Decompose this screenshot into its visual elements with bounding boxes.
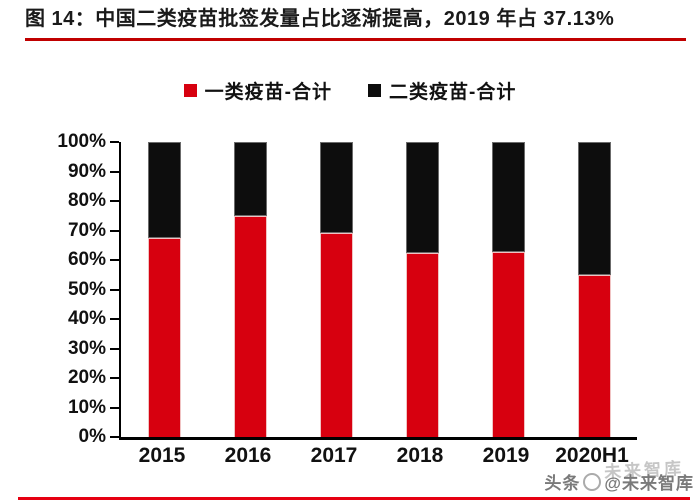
y-tick: [110, 318, 119, 320]
y-tick: [110, 259, 119, 261]
y-tick-label: 90%: [67, 160, 106, 182]
toutiao-logo-icon: [583, 472, 602, 491]
bar-segment-class1-2018: [405, 252, 439, 437]
bar-segment-class2-2019: [491, 142, 525, 252]
x-axis-label-2017: 2017: [310, 444, 358, 467]
y-tick-label: 0%: [78, 426, 106, 447]
stacked-bar-2015: [147, 142, 181, 437]
y-tick: [110, 436, 119, 438]
y-tick-label: 60%: [67, 249, 106, 270]
stacked-bar-2019: [491, 142, 525, 437]
bar-2016: [207, 142, 293, 437]
bar-2020H1: [551, 142, 637, 437]
y-tick: [110, 229, 119, 232]
y-tick: [110, 377, 119, 379]
x-axis-label-2015: 2015: [138, 444, 186, 467]
bar-segment-class2-2015: [147, 142, 181, 238]
bottom-divider: [18, 497, 690, 500]
x-axis-label-2019: 2019: [482, 444, 530, 467]
bar-segment-class2-2016: [233, 142, 267, 217]
figure-title: 图 14：中国二类疫苗批签发量占比逐渐提高，2019 年占 37.13%: [25, 6, 686, 41]
legend-item-class1-vaccine: 一类疫苗-合计: [183, 77, 332, 104]
watermark: 未来智库 头条 @未来智库: [544, 459, 694, 494]
bar-segment-class1-2015: [147, 237, 181, 437]
watermark-main: 头条 @未来智库: [544, 469, 694, 494]
legend-label-class1: 一类疫苗-合计: [204, 81, 332, 103]
y-tick: [110, 288, 119, 291]
bar-segment-class1-2017: [319, 233, 353, 437]
legend-swatch-black: [368, 83, 381, 97]
y-axis-labels: 0% 10% 20% 30% 40% 50% 60% 70% 80% 90% 100%: [0, 131, 106, 447]
y-tick-label: 100%: [57, 131, 106, 152]
x-axis-label-2018: 2018: [396, 444, 444, 467]
y-tick-label: 50%: [67, 278, 106, 300]
bar-2018: [379, 142, 465, 437]
y-tick-label: 70%: [67, 219, 106, 241]
y-tick-label: 40%: [67, 308, 106, 329]
stacked-bar-2016: [233, 142, 267, 437]
stacked-bar-2017: [319, 142, 353, 437]
bar-segment-class2-2017: [319, 142, 353, 234]
x-axis-label-2016: 2016: [224, 444, 272, 467]
y-tick: [110, 406, 119, 409]
legend-item-class2-vaccine: 二类疫苗-合计: [368, 77, 516, 104]
watermark-brand: 头条: [544, 474, 581, 493]
y-tick-label: 80%: [67, 190, 106, 211]
bar-segment-class1-2016: [233, 216, 267, 437]
plot-area: [110, 141, 637, 440]
bar-segment-class2-2020H1: [577, 142, 611, 275]
bar-segment-class1-2019: [491, 251, 525, 437]
x-axis-label-2020H1: 2020H1: [555, 444, 629, 467]
y-tick: [110, 200, 119, 202]
bar-2017: [293, 142, 379, 437]
legend-label-class2: 二类疫苗-合计: [389, 81, 517, 103]
x-axis-labels: 2015 2016 2017 2018 2019 2020H1: [119, 444, 635, 468]
legend: 一类疫苗-合计 二类疫苗-合计: [0, 77, 700, 104]
bar-segment-class2-2018: [405, 142, 439, 253]
y-tick: [110, 141, 119, 143]
y-tick: [110, 170, 119, 173]
bar-2015: [121, 142, 207, 437]
bar-segment-class1-2020H1: [577, 274, 611, 437]
bar-2019: [465, 142, 551, 437]
stacked-bar-2020H1: [577, 142, 611, 437]
legend-swatch-red: [183, 83, 197, 97]
y-tick: [110, 347, 119, 350]
y-tick-label: 10%: [67, 396, 106, 418]
y-tick-label: 20%: [67, 367, 106, 388]
y-tick-label: 30%: [67, 337, 106, 359]
stacked-bar-2018: [405, 142, 439, 437]
watermark-handle: @未来智库: [604, 474, 694, 493]
